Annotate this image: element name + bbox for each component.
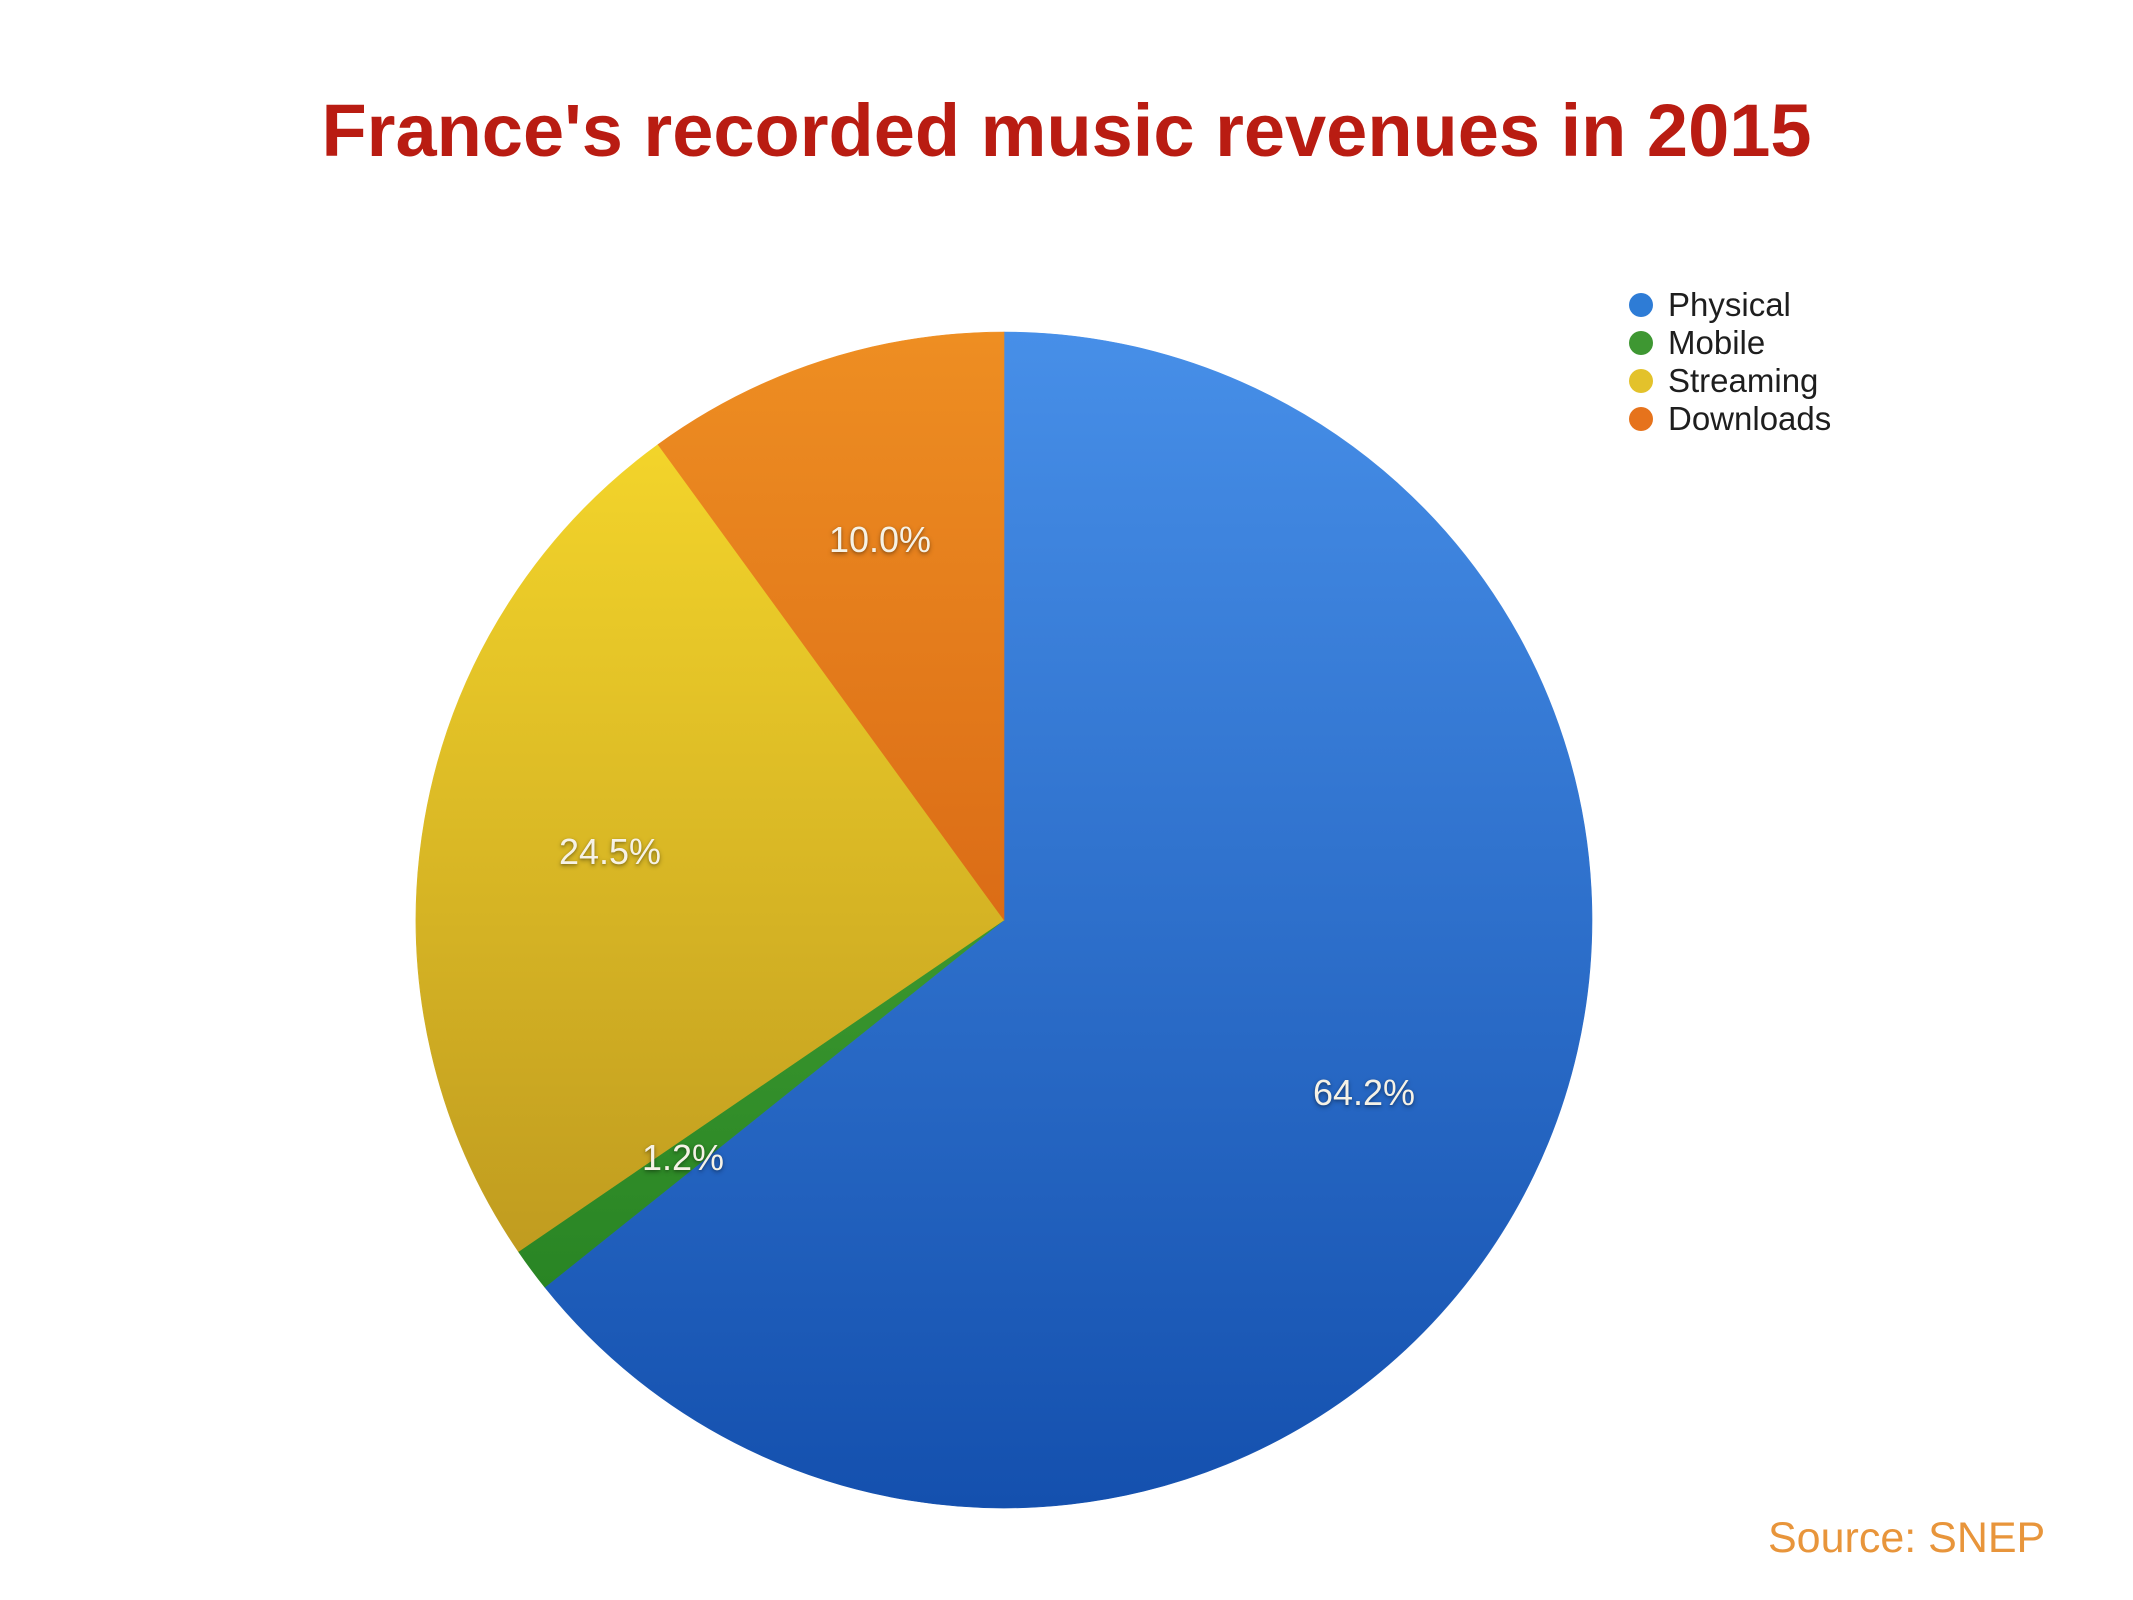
pie-slice-physical (544, 331, 1593, 1509)
pie-slice-streaming (415, 444, 1005, 1252)
legend-label-downloads: Downloads (1668, 400, 1832, 437)
pie-slice-downloads (657, 331, 1005, 921)
chart-title: France's recorded music revenues in 2015 (321, 89, 1812, 172)
legend-dot-icon-downloads (1629, 407, 1653, 431)
chart-legend: Physical Mobile Streaming Downloads (1629, 286, 1831, 438)
legend-dot-icon-physical (1629, 293, 1653, 317)
legend-item-physical: Physical (1629, 286, 1831, 324)
legend-dot-icon-streaming (1629, 369, 1653, 393)
legend-label-physical: Physical (1668, 286, 1791, 323)
legend-item-streaming: Streaming (1629, 362, 1831, 400)
legend-item-downloads: Downloads (1629, 400, 1831, 438)
legend-label-streaming: Streaming (1668, 362, 1819, 399)
source-note: Source: SNEP (1768, 1514, 2046, 1562)
legend-item-mobile: Mobile (1629, 324, 1831, 362)
legend-label-mobile: Mobile (1668, 324, 1766, 361)
legend-dot-icon-mobile (1629, 331, 1653, 355)
pie-slices-group (415, 331, 1593, 1509)
